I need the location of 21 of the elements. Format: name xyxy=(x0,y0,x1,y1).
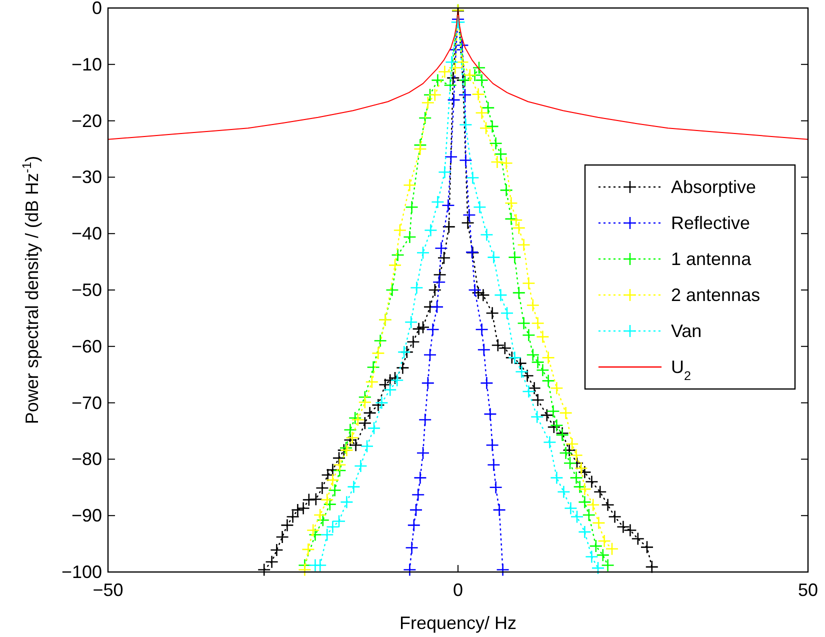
y-tick-label: −60 xyxy=(71,336,102,356)
y-tick-label: −80 xyxy=(71,449,102,470)
y-tick-label: −50 xyxy=(71,280,102,300)
y-tick-label: −90 xyxy=(71,506,102,526)
y-tick-label: −40 xyxy=(71,224,102,244)
x-tick-label: 50 xyxy=(798,580,818,600)
legend-label: U$_{2}$ xyxy=(671,357,692,383)
y-tick-label: −30 xyxy=(71,167,102,188)
y-tick-label: −20 xyxy=(71,110,102,131)
legend-label: 2 antennas xyxy=(671,285,760,305)
y-tick-label: −70 xyxy=(71,392,102,413)
y-tick-label: 0 xyxy=(92,0,102,18)
legend-label: Absorptive xyxy=(671,177,756,197)
x-tick-label: −50 xyxy=(92,580,124,600)
legend-label: Reflective xyxy=(671,213,750,233)
x-axis-title: Frequency/ Hz xyxy=(399,613,517,633)
legend-label: 1 antenna xyxy=(671,249,752,269)
y-tick-label: −100 xyxy=(61,562,102,582)
y-tick-label: −10 xyxy=(71,54,102,74)
legend-label: Van xyxy=(671,321,702,341)
x-tick-label: 0 xyxy=(452,580,464,600)
